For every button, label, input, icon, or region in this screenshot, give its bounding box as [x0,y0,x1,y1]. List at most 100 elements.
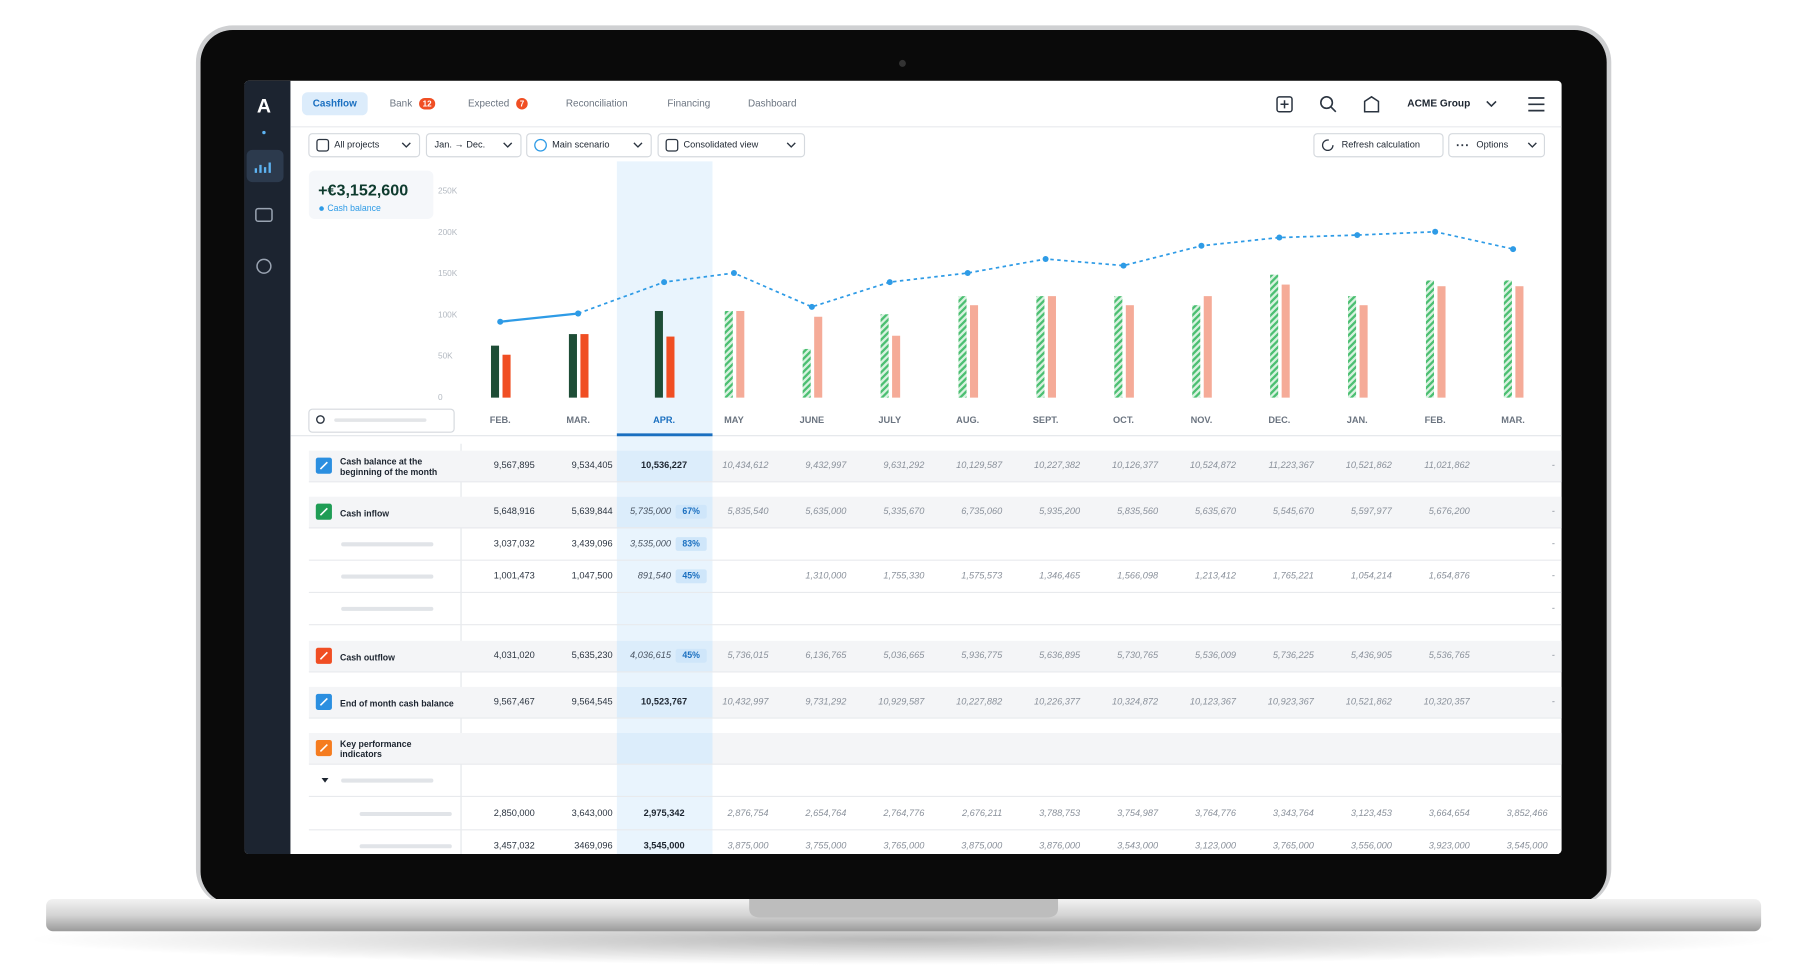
tab[interactable]: Bank [390,98,413,109]
action-button[interactable] [1313,133,1444,158]
cell: 3,123,453 [1351,808,1393,818]
month-label[interactable]: DEC. [1268,415,1290,425]
camera [898,59,906,67]
filter[interactable] [657,133,806,158]
collapse-caret[interactable] [321,777,329,783]
cell: - [1552,460,1555,470]
organization[interactable]: ACME Group [1407,98,1470,109]
bar [1036,296,1045,398]
row-icon-glyph [319,651,328,660]
tab[interactable]: Reconciliation [566,98,628,109]
sidebar-active [246,149,284,183]
month-label[interactable]: JAN. [1347,415,1368,425]
cell: 10,521,862 [1346,696,1392,706]
cell: 6,136,765 [805,650,847,660]
month-label[interactable]: FEB. [490,415,511,425]
row-bg [308,450,1562,482]
month-label[interactable]: MAR. [566,415,590,425]
cell: 5,636,895 [1039,650,1081,660]
filter-label: All projects [334,140,379,150]
icon-add[interactable] [1276,96,1293,113]
filter-chevron [786,142,796,148]
search-placeholder [334,418,427,422]
icon-wallet[interactable] [255,207,273,223]
filter[interactable] [526,133,652,158]
cell: 5,597,977 [1351,506,1393,516]
cell: 10,227,882 [956,696,1002,706]
org-chevron [1486,100,1497,108]
month-label[interactable]: JULY [878,415,901,425]
month-label[interactable]: MAR. [1501,415,1525,425]
pct-badge [675,648,707,663]
row-label: Key performance indicators [340,736,455,761]
month-label[interactable]: MAY [724,415,744,425]
cell: 9,534,405 [572,460,613,470]
action-button[interactable] [1448,133,1546,158]
search-icon [316,415,325,424]
cell: 1,310,000 [805,571,847,581]
cell: 3,439,096 [572,538,613,548]
header-icons [1276,95,1545,113]
cell: - [1552,571,1555,581]
icon-bank[interactable] [1363,95,1380,113]
month-label[interactable]: JUNE [800,415,825,425]
tab[interactable]: Expected [468,98,509,109]
tab[interactable]: Dashboard [748,98,796,109]
icon-loop[interactable] [256,258,272,274]
pct-badge [675,537,707,551]
refresh-icon [1321,139,1334,152]
cell: 1,047,500 [572,571,613,581]
cell: 3,643,000 [572,808,613,818]
pct: 67% [682,506,700,516]
icon-search[interactable] [1320,96,1334,110]
month-label[interactable]: SEPT. [1033,415,1059,425]
filter-label: Consolidated view [683,140,758,150]
bar [1437,286,1446,398]
icon-chart[interactable] [254,162,271,173]
base-notch [749,898,1059,918]
cell: 5,536,009 [1195,650,1236,660]
logo: A [257,95,271,117]
label-placeholder [341,574,434,579]
bar [969,305,979,398]
selected-underline [616,433,713,437]
filter[interactable] [425,133,522,158]
cell: 1,575,573 [961,571,1003,581]
cell: 5,835,560 [1117,506,1159,516]
tab[interactable]: Financing [667,98,710,109]
month-label[interactable]: AUG. [956,415,979,425]
y-tick-label: 100K [438,309,458,319]
filter-icon [534,138,547,152]
label-placeholder [341,606,434,611]
cell: 3,876,000 [1039,840,1081,850]
cell: 4,036,615 [630,650,672,660]
cell: 11,021,862 [1424,460,1469,470]
month-label[interactable]: FEB. [1425,415,1446,425]
cell: 5,730,765 [1117,650,1159,660]
filter[interactable] [308,133,421,158]
tab[interactable]: Cashflow [313,98,357,109]
bar [568,334,577,398]
cell: 2,876,754 [727,808,769,818]
filter-chevron [633,142,643,148]
line-point [575,310,582,317]
cell: 1,566,098 [1117,571,1159,581]
cell: 2,764,776 [882,808,925,818]
row-icon-glyph [319,461,328,470]
month-label[interactable]: APR. [653,415,675,425]
label-placeholder [341,778,434,783]
month-label[interactable]: OCT. [1113,415,1134,425]
bar [1425,280,1435,398]
y-tick-label: 50K [438,351,453,361]
filter-label: Main scenario [552,140,609,150]
tab-active-bg[interactable] [301,92,368,116]
cell: 4,031,020 [494,650,535,660]
cell: 1,213,412 [1195,571,1236,581]
cell: 3,852,466 [1507,808,1549,818]
cell: 5,936,775 [961,650,1003,660]
month-label[interactable]: NOV. [1191,415,1213,425]
cell: 3,037,032 [494,538,535,548]
line-point [661,279,668,286]
cell: 3,788,753 [1039,808,1081,818]
icon-menu[interactable] [1528,97,1545,112]
